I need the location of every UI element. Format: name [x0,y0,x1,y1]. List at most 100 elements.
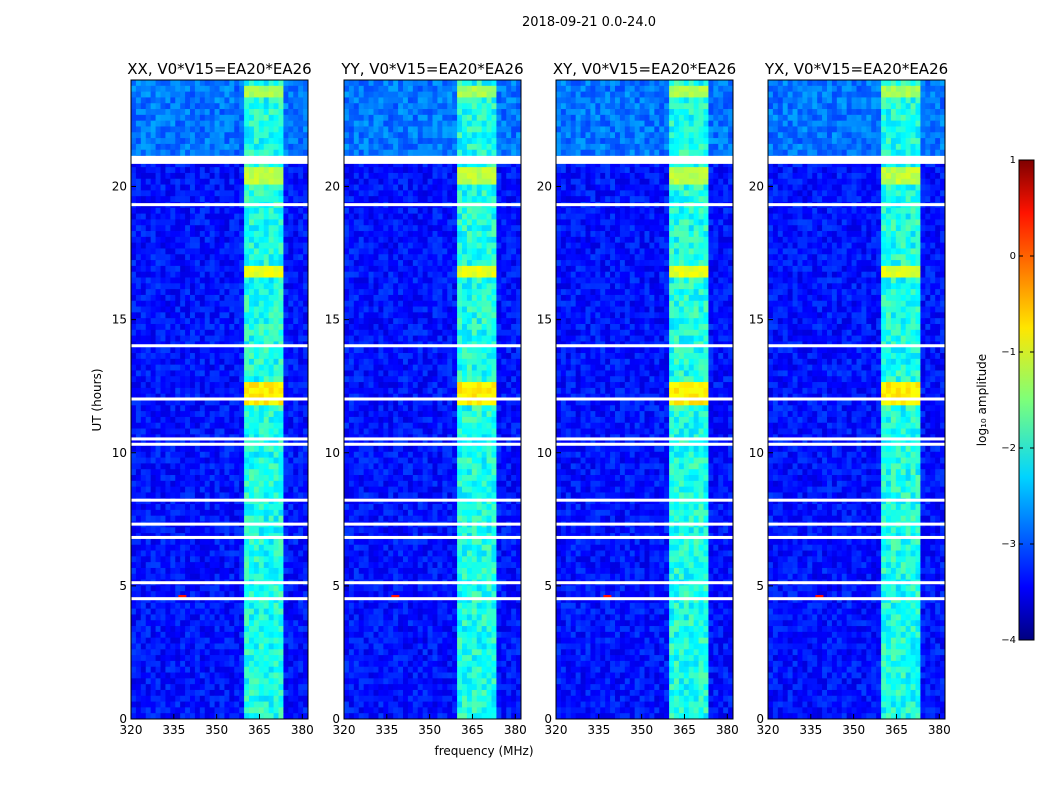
heatmap-cell [298,126,304,133]
heatmap-cell [358,219,365,226]
heatmap-cell [298,475,304,482]
heatmap-cell [437,167,443,174]
heatmap-cell [253,411,260,418]
heatmap-cell [383,80,389,87]
heatmap-cell [194,405,201,412]
heatmap-cell [511,161,517,168]
heatmap-cell [278,387,284,395]
heatmap-cell [353,178,360,185]
heatmap-cell [239,666,245,673]
heatmap-cell [486,91,492,98]
heatmap-cell [298,172,304,180]
heatmap-cell [135,411,142,418]
heatmap-cell [298,585,304,592]
heatmap-cell [263,422,270,429]
heatmap-cell [268,428,274,435]
heatmap-cell [506,184,512,191]
heatmap-cell [194,323,201,331]
heatmap-cell [432,143,438,151]
heatmap-cell [273,550,279,557]
heatmap-cell [303,475,309,482]
heatmap-cell [194,643,201,650]
heatmap-cell [190,713,196,720]
heatmap-cell [501,132,507,139]
heatmap-cell [403,138,409,145]
heatmap-cell [175,573,181,580]
heatmap-cell [199,620,206,627]
heatmap-cell [491,85,497,93]
heatmap-cell [496,85,502,93]
heatmap-cell [348,172,355,180]
heatmap-cell [303,445,309,453]
heatmap-cell [298,637,304,644]
heatmap-cell [268,265,274,273]
heatmap-cell [293,358,299,366]
heatmap-cell [258,672,265,679]
heatmap-cell [253,538,260,546]
heatmap-cell [229,329,235,336]
heatmap-cell [224,260,230,267]
heatmap-cell [447,97,453,104]
heatmap-cell [229,608,235,615]
heatmap-cell [249,149,255,156]
heatmap-cell [278,236,284,244]
heatmap-cell [268,416,274,424]
heatmap-cell [165,509,171,517]
heatmap-cell [244,126,250,133]
heatmap-cell [145,196,152,203]
heatmap-cell [224,80,230,87]
heatmap-cell [278,678,284,685]
heatmap-cell [194,678,201,685]
heatmap-cell [452,120,458,127]
heatmap-cell [239,445,245,453]
heatmap-cell [180,382,186,389]
heatmap-cell [481,219,487,226]
heatmap-cell [131,405,137,412]
heatmap-cell [273,184,279,191]
heatmap-cell [244,109,250,116]
heatmap-cell [180,190,186,197]
heatmap-cell [204,196,211,203]
heatmap-cell [368,225,374,232]
y-tick-label: 15 [112,313,127,327]
heatmap-cell [160,631,166,639]
heatmap-cell [298,573,304,580]
heatmap-cell [283,608,289,615]
heatmap-cell [378,91,384,98]
heatmap-cell [427,178,433,185]
heatmap-cell [253,614,260,621]
heatmap-cell [403,236,409,244]
heatmap-cell [145,260,152,267]
heatmap-cell [432,207,438,215]
heatmap-cell [140,422,147,429]
heatmap-cell [253,149,260,156]
heatmap-cell [288,451,294,458]
heatmap-cell [185,306,191,313]
heatmap-cell [180,143,186,151]
heatmap-cell [234,207,240,215]
heatmap-cell [278,161,284,168]
heatmap-cell [403,225,409,232]
heatmap-cell [190,445,196,453]
heatmap-cell [180,405,186,412]
heatmap-cell [481,138,487,145]
heatmap-cell [209,80,215,87]
heatmap-cell [140,149,147,156]
heatmap-cell [244,167,250,174]
heatmap-cell [229,219,235,226]
heatmap-cell [368,149,374,156]
heatmap-cell [140,649,147,656]
heatmap-cell [140,666,147,673]
heatmap-cell [170,713,176,720]
heatmap-cell [501,219,507,226]
heatmap-cell [491,132,497,139]
heatmap-cell [140,411,147,418]
heatmap-cell [145,620,152,627]
heatmap-cell [165,504,171,511]
heatmap-cell [258,231,265,238]
heatmap-cell [234,660,240,668]
heatmap-cell [175,684,181,691]
heatmap-cell [150,684,156,691]
heatmap-cell [516,143,522,151]
heatmap-cell [373,219,379,226]
